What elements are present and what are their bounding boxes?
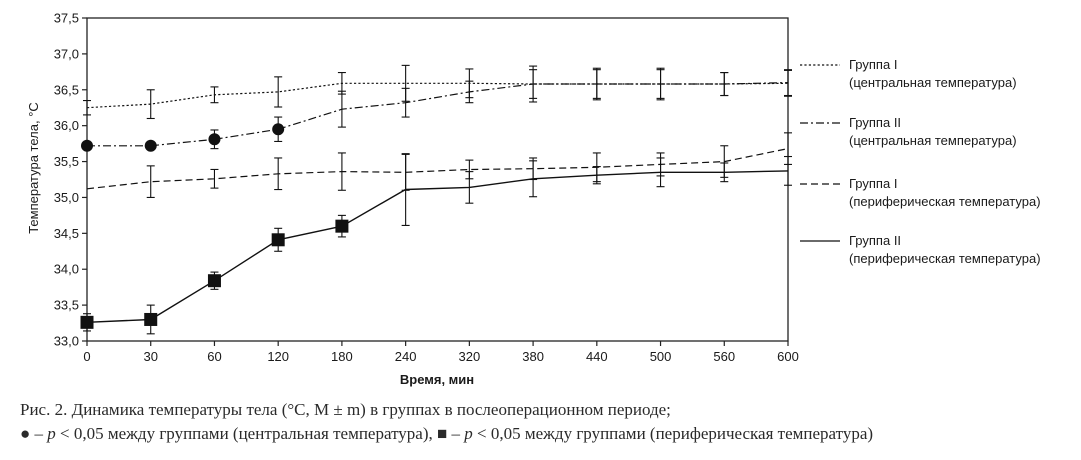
caption-text-1: < 0,05 между группами (центральная темпе… [55,424,437,443]
x-tick-label: 380 [522,349,544,364]
x-tick-label: 240 [395,349,417,364]
square-marker [207,274,221,288]
y-tick-label: 33,0 [54,334,79,349]
square-bullet-icon: ■ [437,424,448,443]
y-tick-label: 34,0 [54,262,79,277]
y-axis-title: Температура тела, °С [26,102,41,234]
x-tick-label: 500 [650,349,672,364]
square-marker [80,315,94,329]
error-bars [83,64,792,335]
legend-label: (центральная температура) [849,75,1017,90]
y-tick-label: 36,0 [54,118,79,133]
square-marker [271,233,285,247]
circle-marker [81,139,93,152]
x-tick-label: 180 [331,349,353,364]
caption-dash-2: – [447,424,465,443]
x-axis: 0 30 60 120 180 240 320 380 440 500 560 600 [83,341,799,364]
series-line-3 [86,148,789,190]
caption-dash-1: – [30,424,48,443]
x-tick-label: 120 [267,349,289,364]
y-tick-label: 34,5 [54,226,79,241]
y-tick-label: 37,5 [54,11,79,26]
legend-label: Группа I [849,176,897,191]
x-tick-label: 0 [83,349,90,364]
square-marker [144,312,158,326]
caption-text-2: < 0,05 между группами (периферическая те… [472,424,874,443]
x-tick-label: 440 [586,349,608,364]
caption-line-2: ● – p < 0,05 между группами (центральная… [20,422,1070,446]
y-tick-label: 36,5 [54,82,79,97]
series-line-1 [86,82,789,109]
x-tick-label: 60 [207,349,221,364]
legend-label: (периферическая температура) [849,251,1041,266]
circle-marker [272,123,285,136]
square-marker [335,219,349,233]
y-tick-label: 35,5 [54,154,79,169]
legend-label: Группа II [849,115,901,130]
y-tick-label: 37,0 [54,46,79,61]
x-tick-label: 600 [777,349,799,364]
temperature-chart: 33,0 33,5 34,0 34,5 35,0 35,5 36,0 36,5 37,0 37,5… [26,11,1041,388]
y-tick-label: 33,5 [54,298,79,313]
x-axis-title: Время, мин [400,372,474,387]
legend-label: (периферическая температура) [849,194,1041,209]
x-tick-label: 560 [713,349,735,364]
x-tick-label: 320 [459,349,481,364]
legend-label: Группа II [849,233,901,248]
y-tick-label: 35,0 [54,190,79,205]
caption-p-2: p [464,424,473,443]
circle-marker [208,133,221,146]
circle-marker [144,139,157,152]
series-lines [86,82,789,323]
legend-label: Группа I [849,57,897,72]
x-tick-label: 30 [143,349,157,364]
markers [80,123,349,329]
circle-bullet-icon: ● [20,424,31,443]
caption-p-1: p [47,424,56,443]
figure-caption: Рис. 2. Динамика температуры тела (°С, М… [20,398,1070,446]
series-line-4 [86,170,789,323]
legend-label: (центральная температура) [849,133,1017,148]
y-axis: 33,0 33,5 34,0 34,5 35,0 35,5 36,0 36,5 37,0 37,5 [54,11,87,349]
caption-line-1: Рис. 2. Динамика температуры тела (°С, М… [20,400,671,419]
series-line-2 [87,82,789,147]
legend: Группа I (центральная температура) Группа … [800,57,1041,266]
